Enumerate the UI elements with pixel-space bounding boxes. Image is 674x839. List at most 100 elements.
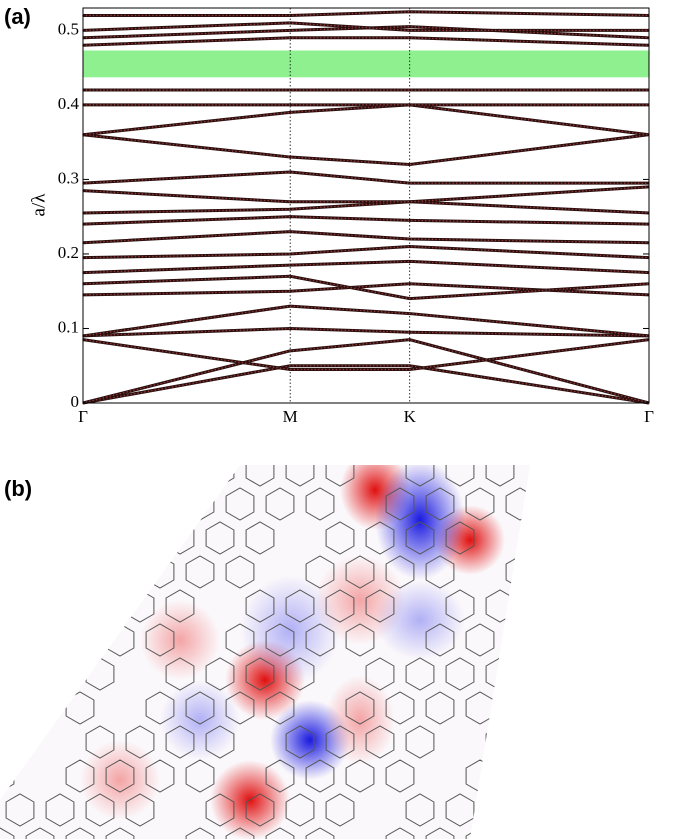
hole [245, 521, 275, 555]
hole [45, 793, 75, 827]
hole [425, 691, 455, 725]
hole [165, 657, 195, 691]
hole [265, 623, 295, 657]
hole [365, 589, 395, 623]
hole [125, 725, 155, 759]
y-tick-label: 0.4 [58, 94, 80, 113]
hole [65, 623, 95, 657]
hole [325, 725, 355, 759]
y-tick-label: 0.5 [58, 19, 79, 38]
hole [365, 657, 395, 691]
hole [225, 827, 255, 839]
hole [85, 589, 115, 623]
hole [405, 725, 435, 759]
hole [45, 589, 75, 623]
x-tick-label: Γ [644, 407, 654, 426]
y-tick-label: 0.1 [58, 317, 79, 336]
panel-label: (a) [4, 4, 31, 29]
hole [445, 521, 475, 555]
hole [185, 759, 215, 793]
hole [205, 521, 235, 555]
hole [45, 657, 75, 691]
hole [245, 793, 275, 827]
hole [325, 465, 355, 487]
hole [105, 487, 135, 521]
band [82, 364, 650, 405]
hole [165, 725, 195, 759]
band [82, 326, 650, 338]
hole [405, 521, 435, 555]
hole [285, 725, 315, 759]
hole [345, 623, 375, 657]
hole [5, 657, 35, 691]
hole [405, 657, 435, 691]
hole [225, 487, 255, 521]
hole [505, 487, 530, 521]
hole [425, 555, 455, 589]
hole [485, 793, 515, 827]
y-tick-label: 0.3 [58, 168, 79, 187]
hole [265, 827, 295, 839]
hole [85, 793, 115, 827]
hole [125, 521, 155, 555]
hole [245, 657, 275, 691]
hole [425, 487, 455, 521]
hole [325, 589, 355, 623]
band-dots [82, 338, 650, 371]
hole [105, 555, 135, 589]
band [82, 230, 650, 245]
plot-frame [82, 7, 650, 404]
hole [285, 465, 315, 487]
band-dots [82, 338, 650, 404]
hole [385, 759, 415, 793]
hole [25, 623, 55, 657]
hole [0, 555, 15, 589]
hole [505, 827, 530, 839]
hole [345, 759, 375, 793]
hole [265, 691, 295, 725]
band [82, 185, 650, 204]
hole [45, 465, 75, 487]
band [82, 200, 650, 215]
hole [65, 759, 95, 793]
hole [265, 487, 295, 521]
band-dots [82, 364, 650, 404]
hole [365, 521, 395, 555]
hole [105, 827, 135, 839]
band [82, 244, 650, 260]
band [82, 170, 649, 185]
hole [5, 793, 35, 827]
hole [325, 521, 355, 555]
hole [405, 793, 435, 827]
hole [225, 623, 255, 657]
hole [165, 589, 195, 623]
y-axis-label: a/λ [28, 193, 49, 217]
hole [85, 725, 115, 759]
hole [445, 589, 475, 623]
hole [105, 759, 135, 793]
hole [305, 827, 335, 839]
hole [305, 759, 335, 793]
field-map [0, 465, 530, 839]
hole [245, 589, 275, 623]
hole [345, 555, 375, 589]
hole [325, 793, 355, 827]
band [82, 21, 649, 32]
hole [0, 827, 15, 839]
hole [0, 691, 15, 725]
bandgap [83, 50, 649, 78]
hole [305, 623, 335, 657]
band [82, 103, 650, 137]
hole [245, 465, 275, 487]
hole [25, 691, 55, 725]
hole [405, 465, 435, 487]
hole [25, 555, 55, 589]
hole [285, 793, 315, 827]
y-tick-label: 0.2 [58, 243, 79, 262]
y-tick-label: 0 [71, 392, 80, 411]
hole [425, 623, 455, 657]
hole [5, 521, 35, 555]
hole [185, 555, 215, 589]
hole [145, 623, 175, 657]
hole [45, 521, 75, 555]
